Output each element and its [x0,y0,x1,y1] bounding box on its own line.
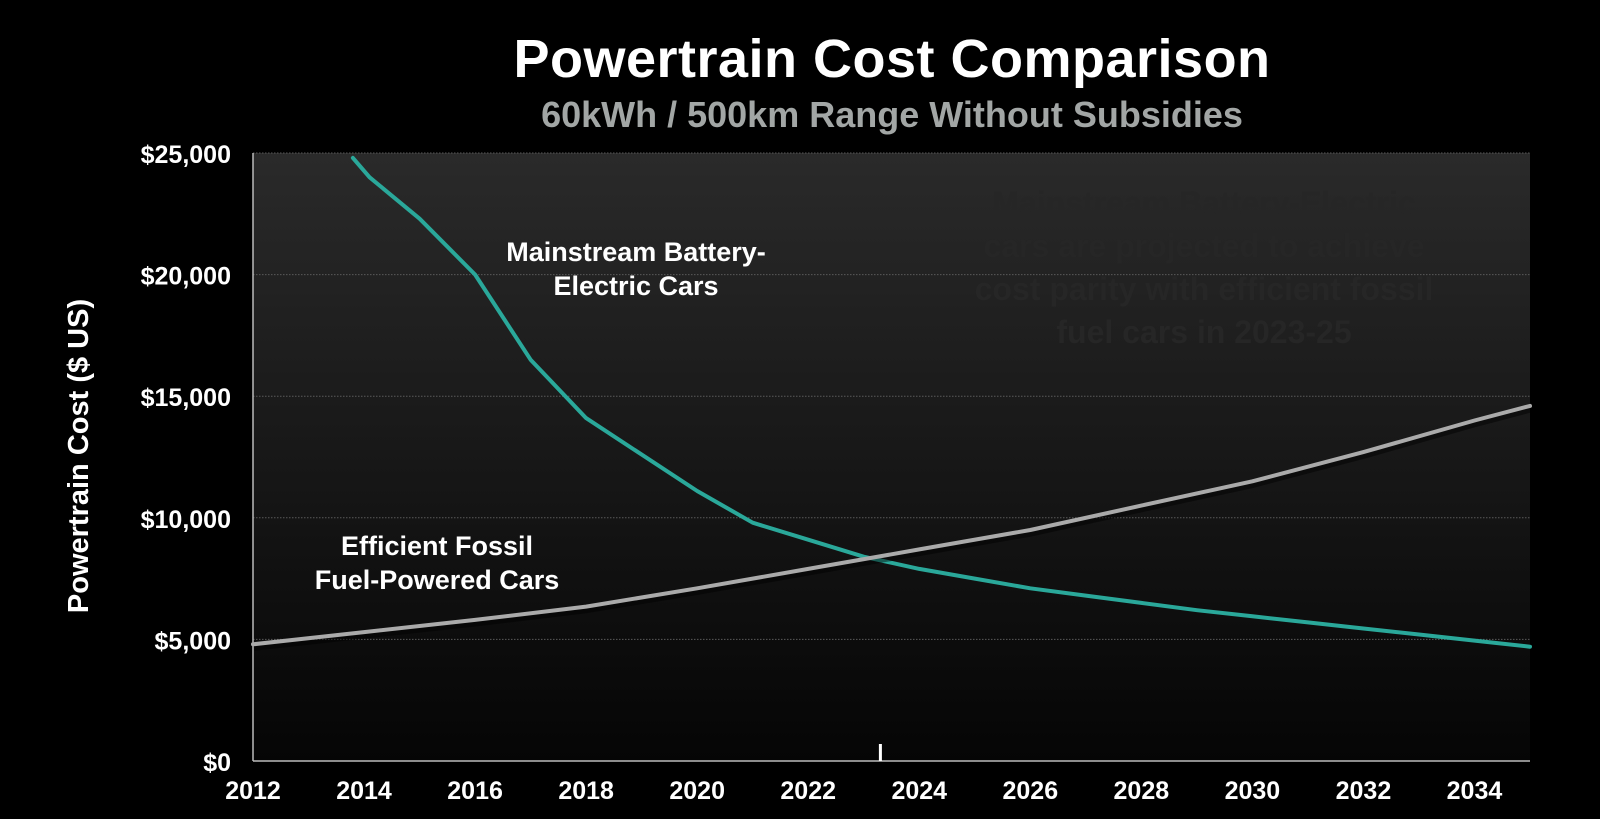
fossil-cost-line-shadow [253,405,1532,651]
y-tick-label: $5,000 [155,627,231,655]
y-tick-label: $20,000 [141,263,231,291]
x-tick-label: 2032 [1336,777,1392,805]
y-tick-label: $15,000 [141,384,231,412]
x-tick-label: 2026 [1002,777,1058,805]
ev-series-label: Electric Cars [553,271,718,301]
chart-subtitle: 60kWh / 500km Range Without Subsidies [541,94,1243,135]
x-tick-label: 2014 [336,777,392,805]
fossil-series-label: Efficient Fossil [341,531,533,561]
annotation-line: Mainstream Battery-Electric [992,185,1415,221]
x-tick-label: 2030 [1225,777,1281,805]
ev-series-label: Mainstream Battery- [506,237,766,267]
annotation-line: cars are projected to achieve [983,228,1424,264]
x-tick-label: 2028 [1114,777,1170,805]
ev-cost-line [350,155,1532,649]
axes: $0 $5,000 $10,000 $15,000 $20,000 $25,000 2012… [141,141,1530,805]
annotation-line: cost parity with efficient fossil [975,271,1434,307]
fossil-series-label: Fuel-Powered Cars [315,565,560,595]
x-tick-label: 2034 [1447,777,1503,805]
faint-annotation: Mainstream Battery-Electric cars are proj… [975,185,1434,350]
series-labels: Mainstream Battery- Electric Cars Efficien… [315,237,766,595]
fossil-cost-line [251,403,1532,647]
series-lines [251,155,1532,651]
x-tick-label: 2018 [558,777,614,805]
y-axis-label: Powertrain Cost ($ US) [63,299,95,613]
y-tick-label: $25,000 [141,141,231,169]
x-tick-label: 2022 [780,777,836,805]
plot-area [253,153,1530,761]
x-tick-label: 2024 [891,777,947,805]
chart-title: Powertrain Cost Comparison [513,29,1271,89]
y-tick-label: $0 [203,749,231,777]
y-tick-label: $10,000 [141,506,231,534]
x-tick-label: 2016 [447,777,503,805]
x-tick-label: 2012 [225,777,281,805]
annotation-line: fuel cars in 2023-25 [1056,314,1351,350]
x-tick-label: 2020 [669,777,725,805]
